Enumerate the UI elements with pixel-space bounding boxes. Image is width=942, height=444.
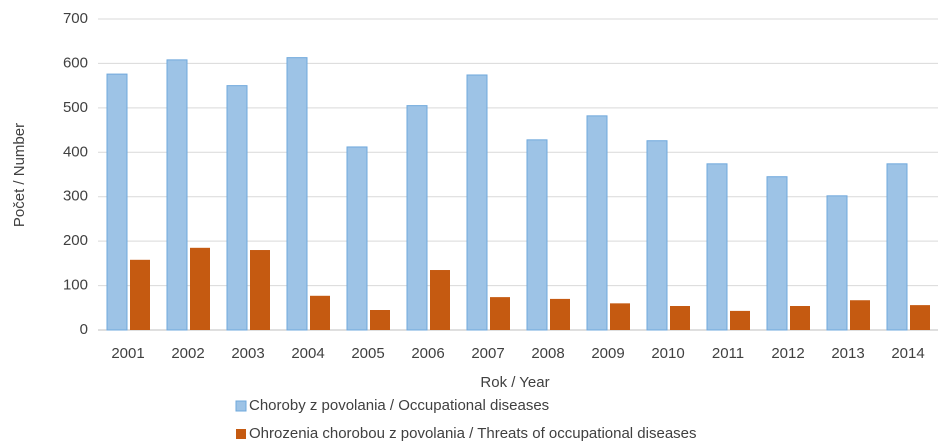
y-tick-label: 300 — [63, 188, 88, 205]
bar — [226, 85, 248, 331]
x-tick-label: 2009 — [591, 345, 624, 362]
x-tick-label: 2004 — [291, 345, 324, 362]
legend-swatch — [235, 400, 247, 412]
bar — [886, 163, 908, 331]
x-tick-label: 2005 — [351, 345, 384, 362]
x-tick-label: 2008 — [531, 345, 564, 362]
y-tick-label: 200 — [63, 232, 88, 249]
x-tick-label: 2014 — [891, 345, 924, 362]
bar — [670, 306, 690, 330]
bar — [910, 305, 930, 330]
bar — [310, 295, 330, 330]
bar — [286, 57, 308, 331]
bar — [730, 310, 750, 330]
bar — [106, 73, 128, 331]
y-tick-label: 600 — [63, 54, 88, 71]
bar — [466, 74, 488, 331]
bar — [166, 59, 188, 331]
x-tick-label: 2012 — [771, 345, 804, 362]
x-tick-label: 2007 — [471, 345, 504, 362]
y-tick-label: 500 — [63, 99, 88, 116]
y-tick-label: 400 — [63, 143, 88, 160]
y-axis-label: Počet / Number — [11, 123, 28, 227]
bar — [250, 250, 270, 330]
bar — [550, 298, 570, 330]
x-tick-label: 2001 — [111, 345, 144, 362]
bar — [586, 115, 608, 331]
bar — [610, 303, 630, 330]
bar — [766, 176, 788, 331]
bar — [706, 163, 728, 331]
bar — [850, 300, 870, 330]
bar — [190, 247, 210, 330]
bar — [430, 270, 450, 330]
bar — [646, 140, 668, 331]
x-tick-label: 2013 — [831, 345, 864, 362]
x-tick-label: 2006 — [411, 345, 444, 362]
bar — [490, 297, 510, 330]
bar — [790, 306, 810, 330]
x-tick-label: 2003 — [231, 345, 264, 362]
legend-swatch — [236, 429, 246, 439]
x-tick-label: 2002 — [171, 345, 204, 362]
y-tick-label: 100 — [63, 277, 88, 294]
x-tick-label: 2010 — [651, 345, 684, 362]
bar — [826, 195, 848, 331]
bar — [370, 310, 390, 330]
bar — [526, 139, 548, 331]
bar — [130, 259, 150, 330]
legend-label: Choroby z povolania / Occupational disea… — [249, 397, 549, 414]
x-tick-label: 2011 — [712, 345, 744, 362]
y-tick-label: 0 — [80, 321, 88, 338]
y-tick-label: 700 — [63, 10, 88, 27]
bar — [406, 105, 428, 331]
bar — [346, 146, 368, 331]
x-axis-label: Rok / Year — [480, 374, 549, 391]
legend-label: Ohrozenia chorobou z povolania / Threats… — [249, 425, 697, 442]
